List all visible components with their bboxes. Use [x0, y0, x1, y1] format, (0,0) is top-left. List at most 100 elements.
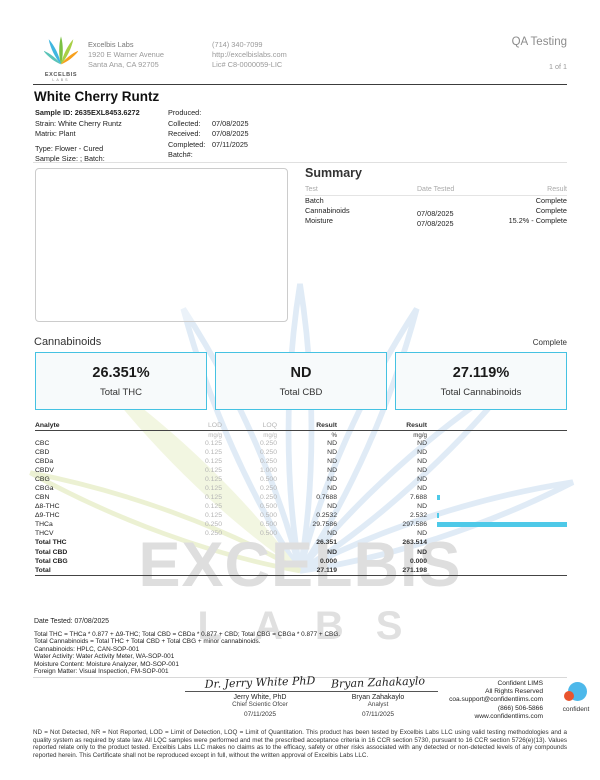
loq-value: 0.250	[259, 458, 277, 465]
analyte-table-header: Analyte LOD LOQ Result Result	[35, 420, 567, 431]
footnote-line: Water Activity: Water Activity Meter, WA…	[34, 653, 175, 661]
result-mg-value: ND	[417, 449, 427, 456]
analyte-name: CBD	[35, 449, 50, 456]
logo-submark: LABS	[52, 78, 70, 82]
sample-info-dates: Produced: Collected: 07/08/2025 Received:…	[168, 108, 249, 161]
result-mg-value: ND	[417, 503, 427, 510]
lab-address-line1: 1920 E Warner Avenue	[88, 50, 165, 59]
page-number: 1 of 1	[549, 62, 567, 71]
lab-website: http://excelbislabs.com	[212, 50, 287, 59]
result-bar-track	[427, 495, 567, 500]
analyte-name: THCV	[35, 530, 54, 537]
col-result-mg: Result	[406, 421, 427, 429]
summary-row: Moisture 07/08/2025 15.2% - Complete	[305, 216, 567, 228]
summary-col-result: Result	[547, 186, 567, 193]
result-bar-track	[427, 450, 567, 455]
lod-value: 0.125	[204, 476, 222, 483]
footnote-line: Total Cannabinoids = Total THC + Total C…	[34, 638, 261, 646]
col-analyte: Analyte	[35, 421, 60, 429]
summary-rows: Batch Complete Cannabinoids 07/08/2025 C…	[305, 196, 567, 228]
received-label: Received:	[168, 129, 201, 138]
signature-date: 07/11/2025	[361, 711, 395, 718]
lab-contact-block: (714) 340-7099 http://excelbislabs.com L…	[212, 40, 287, 70]
result-pct-value: 0.2532	[316, 512, 337, 519]
result-box-label: Total CBD	[279, 386, 323, 398]
summary-date-tested: 07/08/2025	[417, 209, 454, 218]
total-pct-value: 0.000	[319, 558, 337, 566]
result-box: 27.119% Total Cannabinoids	[395, 352, 567, 410]
total-mg-value: ND	[417, 548, 427, 556]
result-mg-value: ND	[417, 476, 427, 483]
result-pct-value: ND	[327, 485, 337, 492]
confident-logo: confident	[551, 682, 600, 713]
total-row: Total THC 26.351 263.514	[35, 538, 567, 548]
sample-type: Type: Flower - Cured	[35, 143, 104, 153]
summary-header-row: Test Date Tested Result	[305, 186, 567, 196]
result-pct-value: ND	[327, 503, 337, 510]
summary-col-date: Date Tested	[417, 186, 455, 193]
result-mg-value: 297.586	[402, 521, 427, 528]
lab-logo: EXCELBIS LABS	[38, 34, 84, 82]
methodology-footnotes: Total THC = THCa * 0.877 + Δ9-THC; Total…	[34, 631, 340, 675]
total-name: Total CBG	[35, 558, 68, 566]
analyte-table: Analyte LOD LOQ Result Result mg/g mg/g …	[35, 420, 567, 576]
result-mg-value: 2.532	[409, 512, 427, 519]
summary-row: Cannabinoids 07/08/2025 Complete	[305, 206, 567, 218]
result-bar-track	[427, 531, 567, 536]
result-bar-track	[427, 513, 567, 518]
sample-strain: Strain: White Cherry Runtz	[35, 118, 122, 128]
result-pct-value: 29.7586	[312, 521, 337, 528]
lod-value: 0.125	[204, 512, 222, 519]
summary-test-name: Batch	[305, 196, 324, 205]
cannabinoids-section-title: Cannabinoids	[34, 336, 102, 348]
signature-date: 07/11/2025	[243, 711, 277, 718]
result-box-value: ND	[290, 364, 312, 381]
watermark-text-labs: LABS	[197, 604, 435, 648]
lod-value: 0.125	[204, 494, 222, 501]
unit-pct: %	[331, 431, 337, 439]
summary-col-test: Test	[305, 186, 318, 193]
result-bar-track	[427, 522, 567, 527]
result-pct-value: ND	[327, 440, 337, 447]
analyte-name: CBG	[35, 476, 50, 483]
total-pct-value: 27.119	[316, 567, 337, 575]
footnote-line: Foreign Matter: Visual Inspection, FM-SO…	[34, 668, 169, 676]
summary-test-name: Cannabinoids	[305, 206, 350, 215]
lims-name: Confident LIMS	[497, 680, 543, 687]
total-mg-value: 271.198	[402, 567, 427, 575]
total-name: Total	[35, 567, 51, 575]
analyte-name: Δ8-THC	[35, 503, 60, 510]
completed-label: Completed:	[168, 139, 206, 149]
total-row: Total CBD ND ND	[35, 548, 567, 558]
lims-phone: (866) 506-5866	[497, 704, 543, 712]
total-row: Total CBG 0.000 0.000	[35, 557, 567, 567]
received-date: 07/08/2025	[212, 129, 249, 138]
analyte-row: Δ9-THC 0.125 0.500 0.2532 2.532	[35, 511, 567, 520]
col-result-pct: Result	[316, 421, 337, 429]
analyte-name: CBC	[35, 440, 50, 447]
loq-value: 0.500	[259, 503, 277, 510]
legal-disclaimer: ND = Not Detected, NR = Not Reported, LO…	[33, 729, 567, 759]
cannabinoids-section-header: Cannabinoids Complete	[34, 336, 567, 348]
result-mg-value: ND	[417, 458, 427, 465]
date-tested-line: Date Tested: 07/08/2025	[34, 618, 109, 625]
result-bar-track	[427, 441, 567, 446]
loq-value: 0.250	[259, 440, 277, 447]
batch-label: Batch#:	[168, 150, 193, 159]
result-pct-value: ND	[327, 476, 337, 483]
result-box: ND Total CBD	[215, 352, 387, 410]
summary-result: Complete	[535, 196, 567, 205]
analyte-row: Δ8-THC 0.125 0.500 ND ND	[35, 502, 567, 511]
result-box-label: Total THC	[99, 386, 143, 398]
cannabis-leaf-logo-icon	[43, 36, 79, 65]
result-bar-track	[427, 486, 567, 491]
footnote-line: Cannabinoids: HPLC, CAN-SOP-001	[34, 645, 140, 653]
analyte-name: CBDa	[35, 458, 54, 465]
loq-value: 0.250	[259, 494, 277, 501]
analyte-name: CBGa	[35, 485, 54, 492]
sample-matrix: Matrix: Plant	[35, 129, 76, 138]
summary-date-tested: 07/08/2025	[417, 219, 454, 228]
report-type-label: QA Testing	[511, 36, 567, 48]
analyte-row: CBG 0.125 0.500 ND ND	[35, 475, 567, 484]
